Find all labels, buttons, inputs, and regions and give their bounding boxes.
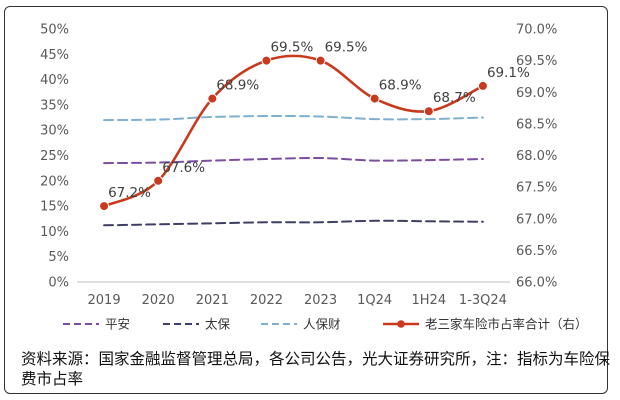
right-tick-label: 67.0%	[516, 212, 557, 227]
legend-label: 人保财	[303, 317, 341, 332]
series-line	[102, 54, 485, 208]
right-tick-label: 70.0%	[516, 23, 557, 38]
series-line	[103, 219, 484, 227]
left-tick-label: 20%	[40, 174, 69, 189]
series-point	[477, 80, 488, 91]
right-tick-label: 68.0%	[516, 149, 557, 164]
left-tick-label: 30%	[40, 124, 69, 139]
right-tick-label: 67.5%	[516, 181, 557, 196]
data-label: 67.6%	[162, 160, 205, 176]
left-tick-label: 25%	[40, 149, 69, 164]
left-tick-label: 10%	[40, 225, 69, 240]
right-tick-label: 66.0%	[516, 276, 557, 291]
x-tick-label: 2022	[250, 293, 283, 308]
x-tick-label: 2023	[304, 293, 337, 308]
data-label: 68.9%	[379, 78, 422, 94]
left-tick-label: 35%	[40, 98, 69, 113]
left-tick-label: 15%	[40, 200, 69, 215]
source-note: 资料来源：国家金融监督管理总局，各公司公告，光大证券研究所，注：指标为车险保费市…	[21, 350, 611, 388]
right-tick-label: 69.0%	[516, 86, 557, 101]
data-label: 69.1%	[487, 65, 530, 81]
x-tick-label: 1-3Q24	[459, 293, 507, 308]
series-point	[423, 106, 434, 117]
left-tick-label: 45%	[40, 48, 69, 63]
legend: 平安 太保 人保财 老三家车险市占率合计（右）	[63, 317, 588, 332]
series-point	[315, 55, 326, 66]
legend-label: 平安	[105, 317, 130, 332]
chart-frame: 0% 5% 10% 15% 20% 25% 30% 35% 40% 45% 50% 66.0% 66.…	[4, 6, 611, 394]
series-line	[103, 156, 484, 165]
left-tick-label: 5%	[48, 250, 69, 265]
data-labels: 67.2% 67.6% 68.9% 69.5% 69.5% 68.9% 68.7% 69.1%	[108, 40, 530, 201]
data-label: 68.9%	[216, 78, 259, 94]
left-tick-label: 40%	[40, 73, 69, 88]
legend-marker	[397, 320, 405, 328]
series-point	[261, 55, 272, 66]
left-axis-ticks: 0% 5% 10% 15% 20% 25% 30% 35% 40% 45% 50%	[40, 23, 69, 291]
x-tick-label: 2019	[88, 293, 121, 308]
data-label: 69.5%	[325, 40, 368, 56]
right-tick-label: 68.5%	[516, 117, 557, 132]
legend-label: 太保	[205, 317, 231, 332]
right-tick-label: 69.5%	[516, 54, 557, 69]
data-label: 68.7%	[433, 90, 476, 106]
left-tick-label: 0%	[48, 276, 69, 291]
legend-label: 老三家车险市占率合计（右）	[425, 317, 588, 332]
x-tick-label: 2020	[142, 293, 175, 308]
series-point	[369, 93, 380, 104]
right-axis-ticks: 66.0% 66.5% 67.0% 67.5% 68.0% 68.5% 69.0% 69.5%…	[516, 23, 557, 291]
line-chart: 0%5%10%15%20%25%30%35%40%45%50% 66.0%66.…	[40, 23, 588, 332]
series-point	[153, 175, 164, 186]
data-label: 69.5%	[270, 40, 313, 56]
x-tick-label: 1Q24	[357, 293, 392, 308]
left-tick-label: 50%	[40, 23, 69, 38]
x-tick-label: 2021	[196, 293, 229, 308]
series-line	[103, 114, 484, 122]
data-label: 67.2%	[108, 185, 151, 201]
series-point	[99, 201, 110, 212]
series-point	[207, 93, 218, 104]
x-axis-ticks: 2019 2020 2021 2022 2023 1Q24 1H24 1-3Q24	[88, 293, 507, 308]
series-layer	[99, 54, 488, 227]
right-tick-label: 66.5%	[516, 244, 557, 259]
x-tick-label: 1H24	[412, 293, 447, 308]
